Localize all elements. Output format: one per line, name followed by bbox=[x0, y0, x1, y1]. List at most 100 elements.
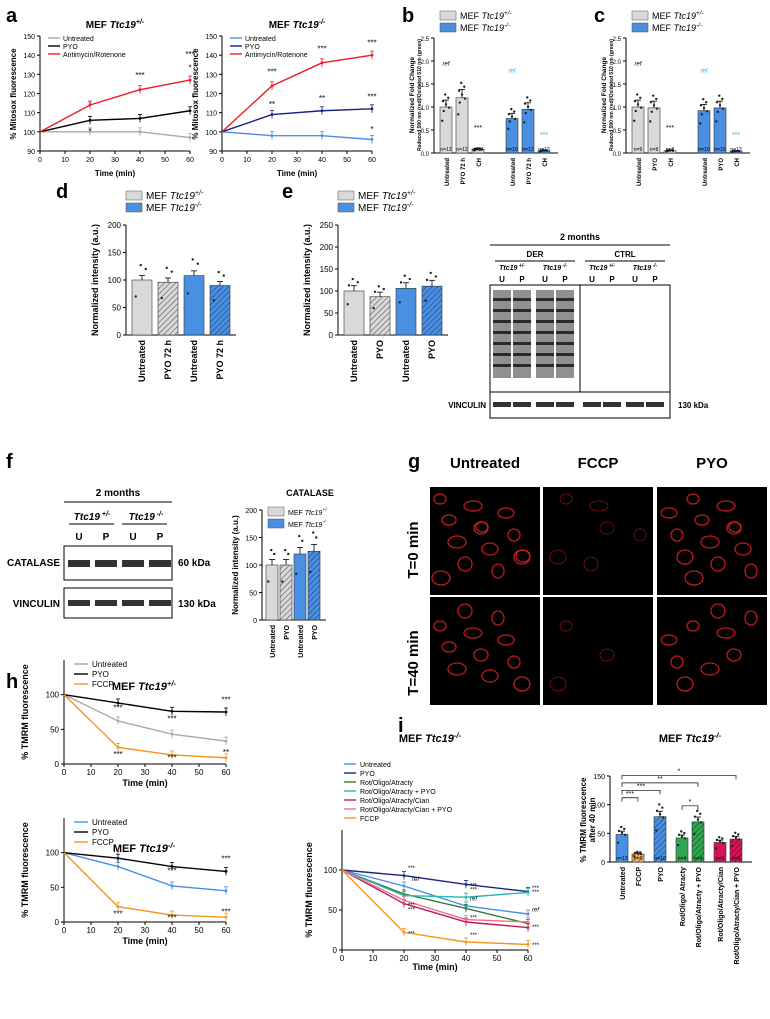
panel-label-g: g bbox=[408, 451, 420, 473]
b-point bbox=[542, 149, 546, 152]
c-point bbox=[737, 149, 741, 153]
e-point bbox=[377, 285, 380, 288]
f-legend-swatch bbox=[267, 506, 285, 517]
c-point bbox=[649, 120, 652, 123]
i-bar-ytick-label: 0 bbox=[601, 860, 605, 867]
cell-mitochondria bbox=[599, 521, 615, 535]
a-left-significance: * bbox=[88, 100, 91, 109]
a-left-line-antimycin bbox=[39, 79, 191, 133]
a-left-legend-label: PYO bbox=[63, 44, 78, 51]
e-blot-band bbox=[556, 353, 574, 356]
h-bottom-ylabel: % TMRM fluorescence bbox=[20, 822, 30, 918]
i-bar-point bbox=[617, 841, 620, 844]
e-ytick-label: 200 bbox=[320, 243, 334, 252]
f-catalase-band bbox=[68, 560, 90, 567]
b-point bbox=[545, 149, 549, 152]
cell-mitochondria bbox=[744, 563, 758, 579]
b-point bbox=[479, 148, 483, 151]
e-vinculin-band bbox=[646, 402, 664, 407]
b-legend-swatch bbox=[439, 10, 457, 21]
c-n-label: n=8 bbox=[666, 147, 675, 153]
b-point bbox=[526, 96, 529, 99]
i-line-line-series6 bbox=[341, 869, 529, 946]
i-line-point bbox=[402, 874, 406, 877]
h-bottom-line-untreated bbox=[63, 851, 227, 892]
b-point bbox=[507, 112, 511, 116]
b-n-label: n=10 bbox=[506, 147, 517, 153]
b-ylabel2: Reduced 590 nm (red)/Oxidated 510 nm (gr… bbox=[417, 39, 423, 151]
h-bottom-xtick-label: 60 bbox=[222, 926, 231, 935]
b-ytick-label: 2.5 bbox=[421, 37, 430, 43]
f-chart-title: CATALASE bbox=[286, 488, 334, 498]
h-bottom-xtick-label: 50 bbox=[195, 926, 204, 935]
a-left-significance: * bbox=[188, 64, 191, 73]
e-lane-label: U bbox=[589, 275, 595, 284]
h-bottom-ytick-label: 50 bbox=[50, 883, 59, 892]
i-bar-bracket bbox=[681, 805, 699, 810]
d-legend-swatch bbox=[125, 190, 143, 201]
c-ref-ko: ref bbox=[700, 69, 708, 75]
i-line-significance: *** bbox=[532, 890, 540, 896]
i-bar-title: MEF Ttc19-/- bbox=[659, 731, 722, 745]
b-xtick-label: Untreated bbox=[511, 158, 517, 186]
cell-mitochondria bbox=[633, 528, 647, 542]
panel-label-c: c bbox=[594, 5, 605, 27]
h-top-line-fccp bbox=[63, 694, 227, 759]
i-line-ytick-label: 0 bbox=[333, 946, 338, 955]
cell-mitochondria bbox=[491, 563, 505, 579]
i-bar-point bbox=[683, 831, 686, 835]
e-legend-label: MEF Ttc19+/- bbox=[358, 190, 416, 202]
b-ylabel: Normalized Fold Change bbox=[409, 57, 416, 134]
a-right-line-antimycin bbox=[221, 54, 373, 133]
e-genotype-label: Ttc19 -/- bbox=[543, 263, 568, 272]
h-top-xtick-label: 0 bbox=[62, 768, 67, 777]
f-bar bbox=[265, 564, 279, 621]
e-lane-label: U bbox=[499, 275, 505, 284]
c-xtick-label: Untreated bbox=[637, 158, 643, 186]
cell-mitochondria bbox=[670, 655, 684, 669]
h-bottom-xtick-label: 0 bbox=[62, 926, 67, 935]
b-legend-swatch bbox=[439, 22, 457, 33]
i-bar-point bbox=[715, 847, 718, 850]
b-point bbox=[510, 115, 514, 118]
a-right-point bbox=[320, 109, 324, 113]
b-n-label: n=14 bbox=[472, 147, 483, 153]
f-point bbox=[298, 534, 301, 538]
f-catalase-band bbox=[149, 560, 171, 567]
c-point bbox=[715, 120, 718, 123]
e-ylabel: Normalized intensity (a.u.) bbox=[302, 224, 312, 336]
a-left-xtick-label: 0 bbox=[38, 157, 42, 164]
g-col-untreated: Untreated bbox=[450, 455, 520, 472]
a-left-legend-label: Untreated bbox=[63, 36, 94, 43]
b-point bbox=[447, 96, 450, 100]
g-row-t40: T=40 min bbox=[405, 630, 422, 695]
i-line-point bbox=[464, 940, 468, 944]
cell-mitochondria bbox=[515, 549, 531, 563]
e-blot-band bbox=[493, 309, 511, 312]
c-point bbox=[705, 101, 708, 104]
d-legend-label: MEF Ttc19+/- bbox=[146, 190, 204, 202]
d-point bbox=[186, 292, 189, 295]
e-point bbox=[424, 299, 427, 303]
i-bar-xtick-label: Untreated bbox=[620, 867, 627, 900]
a-right-significance: *** bbox=[367, 39, 376, 48]
i-bar-n-label: n=3 bbox=[732, 856, 741, 862]
i-bar-point bbox=[617, 829, 621, 833]
cell-mitochondria bbox=[549, 549, 567, 565]
a-right-xtick-label: 50 bbox=[343, 157, 351, 164]
h-bottom-point bbox=[224, 869, 228, 873]
e-vinculin-band bbox=[583, 402, 601, 407]
f-catalase-band bbox=[122, 560, 144, 567]
b-point bbox=[513, 117, 517, 121]
i-line-line-series2 bbox=[341, 869, 529, 925]
i-line-line-series1 bbox=[341, 869, 529, 893]
c-point bbox=[718, 104, 722, 107]
f-xtick-label: PYO bbox=[284, 624, 291, 639]
i-bar-significance: *** bbox=[637, 783, 645, 790]
i-line-significance: *** bbox=[470, 916, 478, 922]
a-left-line-pyo bbox=[39, 110, 191, 133]
h-bottom-legend-label: PYO bbox=[92, 828, 109, 837]
cell-mitochondria bbox=[457, 556, 473, 572]
h-top-xlabel: Time (min) bbox=[122, 778, 167, 788]
b-xtick-label: CH bbox=[477, 158, 483, 167]
